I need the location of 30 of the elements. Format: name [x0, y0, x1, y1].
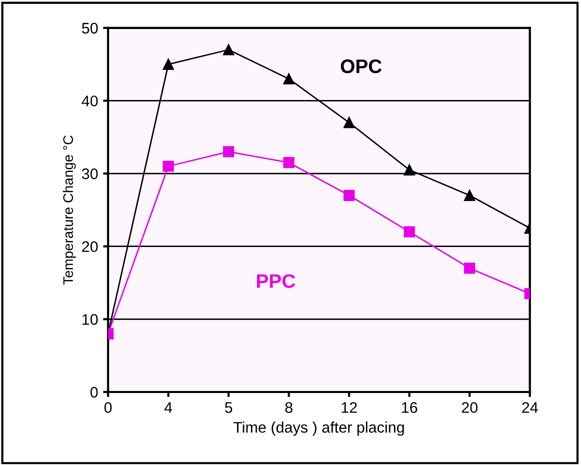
point	[283, 73, 294, 84]
point	[344, 117, 355, 128]
point	[162, 160, 174, 172]
x-tick-label: 4	[164, 402, 172, 413]
y-tick-label: 30	[82, 168, 98, 180]
series-label: OPC	[340, 59, 382, 74]
x-tick-label: 24	[522, 402, 538, 413]
text: PPC	[257, 274, 296, 288]
x-tick-label: 16	[402, 402, 418, 413]
point	[464, 190, 476, 201]
point	[344, 190, 355, 201]
point	[404, 226, 415, 238]
x-tick-label: 5	[224, 402, 232, 413]
x-tick-label: 20	[462, 402, 478, 413]
y-tick-label: 20	[82, 241, 98, 252]
y-tick-label: 50	[82, 22, 98, 34]
x-tick-label: 0	[104, 402, 112, 413]
x-tick-label: 12	[342, 402, 357, 413]
point	[404, 164, 415, 176]
y-tick-label: 40	[82, 96, 98, 106]
point	[464, 262, 476, 274]
y-tick-label: 10	[82, 314, 98, 325]
point	[283, 157, 294, 168]
point	[223, 146, 234, 158]
point	[162, 58, 174, 70]
y-tick-label: 0	[90, 386, 98, 398]
x-tick-label: 8	[285, 402, 292, 413]
point	[223, 44, 234, 56]
y-axis-title: Temperature Change °C	[62, 136, 76, 285]
x-axis-title: Time (days ) after placing	[233, 422, 404, 436]
